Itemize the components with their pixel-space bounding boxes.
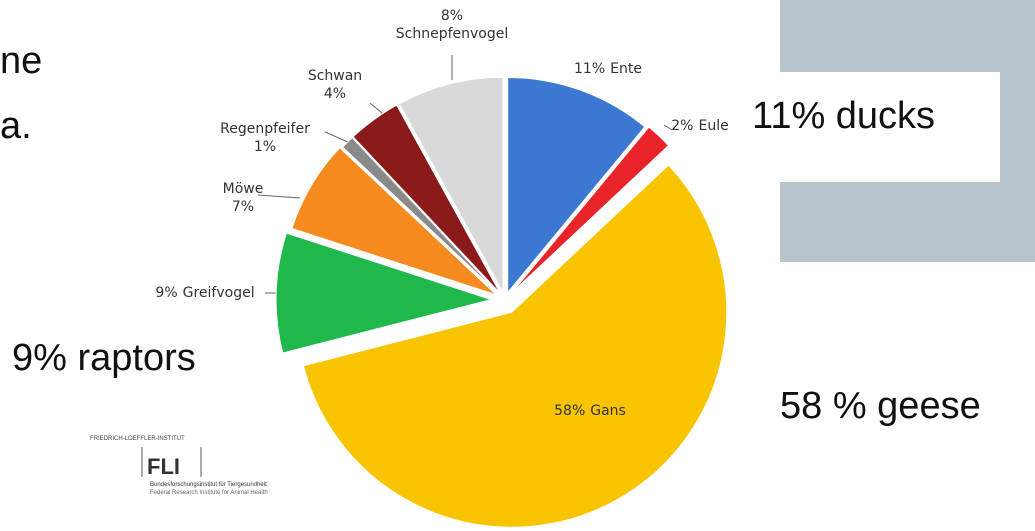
annotation-box <box>745 72 1000 182</box>
logo-line: Bundesforschungsinstitut für Tiergesundh… <box>150 482 267 488</box>
annotation: 58 % geese <box>780 385 981 427</box>
logo-name: FRIEDRICH-LOEFFLER-INSTITUT <box>90 436 185 442</box>
slice <box>341 136 500 295</box>
category-label: Eule <box>698 118 728 134</box>
value-label: 8% <box>441 8 463 24</box>
annotation: 9% raptors <box>12 337 196 379</box>
slice <box>291 147 497 296</box>
slice-label: Möwe 7% <box>223 181 264 215</box>
value-label: 11% <box>574 61 605 77</box>
slice <box>398 76 504 293</box>
slice-label: 8% Schnepfenvogel <box>396 8 509 42</box>
value-label: 4% <box>324 86 346 102</box>
value-label: 7% <box>232 199 254 215</box>
slice-label: Regenpfeifer 1% <box>220 121 310 155</box>
category-label: Regenpfeifer <box>220 121 310 137</box>
slice <box>507 76 646 294</box>
annotation: 11% ducks <box>752 95 935 137</box>
slice-label: 58% Gans <box>554 403 626 419</box>
slice-label: 11% Ente <box>574 61 642 77</box>
category-label: Möwe <box>223 181 264 197</box>
logo-line: Federal Research Institute for Animal He… <box>150 490 268 496</box>
slice-label: 9% Greifvogel <box>155 285 254 301</box>
category-label: Schnepfenvogel <box>396 26 509 42</box>
leader <box>663 124 673 131</box>
value-label: 9% <box>155 285 177 301</box>
value-label: 2% <box>671 118 693 134</box>
slice <box>275 232 493 354</box>
slice <box>511 126 670 294</box>
leader <box>257 194 301 199</box>
slice <box>302 164 728 528</box>
slice <box>352 104 501 294</box>
category-label: Ente <box>610 61 642 77</box>
category-label: Greifvogel <box>183 285 255 301</box>
logo-abbr: FLI <box>147 454 180 479</box>
category-label: Gans <box>590 403 626 419</box>
value-label: 1% <box>254 139 276 155</box>
slice-label: Schwan 4% <box>308 68 362 102</box>
cut-text: ne <box>0 40 42 82</box>
slice-label: 2% Eule <box>671 118 728 134</box>
logo: FRIEDRICH-LOEFFLER-INSTITUT FLI Bundesfo… <box>90 436 268 496</box>
value-label: 58% <box>554 403 585 419</box>
cut-text: a. <box>0 105 32 147</box>
category-label: Schwan <box>308 68 362 84</box>
leader <box>324 131 349 143</box>
